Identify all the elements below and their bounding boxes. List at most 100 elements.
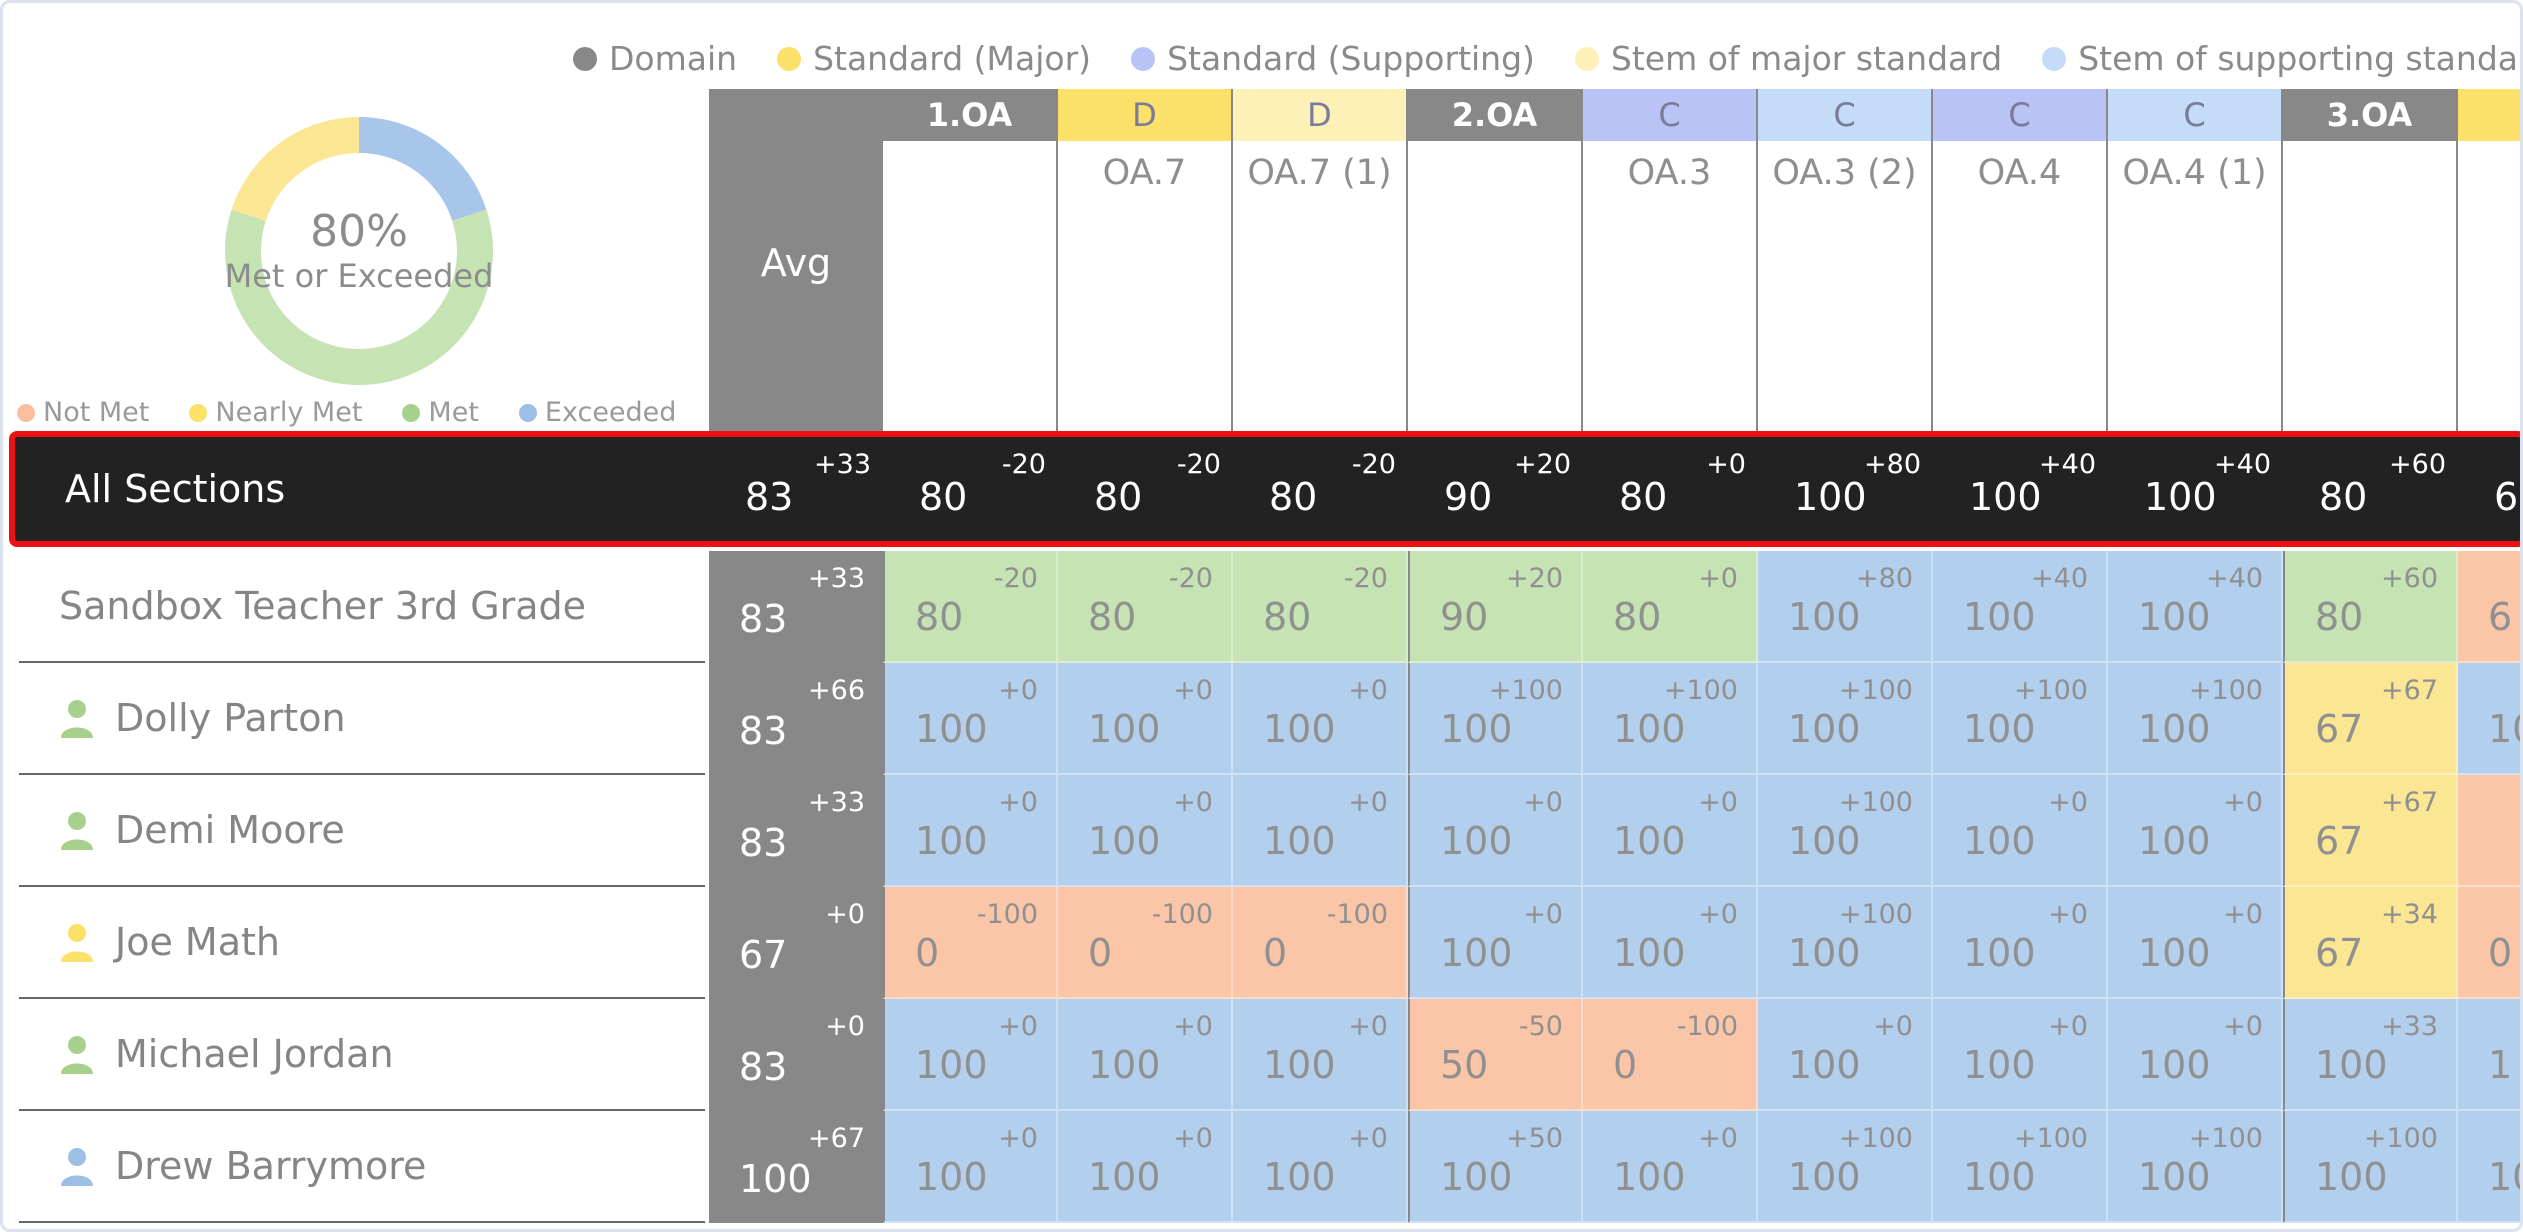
cell-change: +0 bbox=[1348, 787, 1388, 818]
score-cell[interactable]: 100 +0 bbox=[1583, 1111, 1758, 1223]
student-row-label[interactable]: Michael Jordan bbox=[19, 999, 705, 1111]
score-cell[interactable]: 100 +100 bbox=[1758, 1111, 1933, 1223]
all-sections-score-cell[interactable]: 80 -20 bbox=[1239, 437, 1414, 541]
score-cell[interactable]: 100 +33 bbox=[2283, 999, 2458, 1111]
score-cell[interactable]: 100 +100 bbox=[2108, 1111, 2283, 1223]
score-cell[interactable]: 0 -100 bbox=[1583, 999, 1758, 1111]
all-sections-score-cell[interactable]: 80 +0 bbox=[1589, 437, 1764, 541]
score-cell[interactable]: 100 +0 bbox=[1058, 1111, 1233, 1223]
score-cell[interactable]: 100 +0 bbox=[1933, 775, 2108, 887]
all-sections-score-cell[interactable]: 80 -20 bbox=[889, 437, 1064, 541]
score-cell[interactable]: 100 +0 bbox=[1233, 663, 1408, 775]
score-cell[interactable]: 100 +40 bbox=[1933, 551, 2108, 663]
score-cell[interactable]: 0 -100 bbox=[1058, 887, 1233, 999]
score-cell[interactable]: 100 +100 bbox=[1933, 1111, 2108, 1223]
avg-column-header[interactable]: Avg bbox=[709, 89, 883, 436]
score-cell[interactable]: 100 +0 bbox=[1583, 775, 1758, 887]
score-cell[interactable]: 100 +100 bbox=[1758, 887, 1933, 999]
cell-change: +33 bbox=[808, 563, 865, 594]
all-sections-score-cell[interactable]: 6 bbox=[2464, 437, 2520, 541]
standard-column-header[interactable]: C OA.3 bbox=[1583, 89, 1758, 436]
row-avg-cell[interactable]: 83 +33 bbox=[709, 775, 883, 887]
score-cell[interactable]: 100 +0 bbox=[2108, 775, 2283, 887]
score-cell[interactable] bbox=[2458, 775, 2520, 887]
score-cell[interactable]: 100 +0 bbox=[1233, 999, 1408, 1111]
score-cell[interactable]: 50 -50 bbox=[1408, 999, 1583, 1111]
score-cell[interactable]: 0 bbox=[2458, 887, 2520, 999]
standard-column-header[interactable]: 1.OA bbox=[883, 89, 1058, 436]
score-cell[interactable]: 100 +0 bbox=[1058, 775, 1233, 887]
score-cell[interactable]: 0 -100 bbox=[1233, 887, 1408, 999]
score-cell[interactable]: 0 -100 bbox=[883, 887, 1058, 999]
score-cell[interactable]: 80 +60 bbox=[2283, 551, 2458, 663]
score-cell[interactable]: 100 +0 bbox=[883, 663, 1058, 775]
score-cell[interactable]: 100 +80 bbox=[1758, 551, 1933, 663]
score-cell[interactable]: 10 bbox=[2458, 1111, 2520, 1223]
score-cell[interactable]: 100 +0 bbox=[1058, 663, 1233, 775]
standard-column-header[interactable]: C bbox=[2458, 89, 2520, 436]
student-row-label[interactable]: Demi Moore bbox=[19, 775, 705, 887]
standard-column-header[interactable]: C OA.3 (2) bbox=[1758, 89, 1933, 436]
standard-column-header[interactable]: D OA.7 bbox=[1058, 89, 1233, 436]
score-cell[interactable]: 100 +100 bbox=[1758, 775, 1933, 887]
donut-legend-dot-icon bbox=[189, 403, 208, 422]
all-sections-score-cell[interactable]: 90 +20 bbox=[1414, 437, 1589, 541]
standard-column-header[interactable]: D OA.7 (1) bbox=[1233, 89, 1408, 436]
row-avg-cell[interactable]: 83 +0 bbox=[709, 999, 883, 1111]
student-row-label[interactable]: Joe Math bbox=[19, 887, 705, 999]
score-cell[interactable]: 100 +100 bbox=[1933, 663, 2108, 775]
row-avg-cell[interactable]: 100 +67 bbox=[709, 1111, 883, 1223]
standard-column-header[interactable]: 2.OA bbox=[1408, 89, 1583, 436]
score-cell[interactable]: 67 +67 bbox=[2283, 663, 2458, 775]
all-sections-score-cell[interactable]: 100 +80 bbox=[1764, 437, 1939, 541]
score-cell[interactable]: 100 +50 bbox=[1408, 1111, 1583, 1223]
score-cell[interactable]: 100 +0 bbox=[1933, 999, 2108, 1111]
all-sections-score-cell[interactable]: 80 +60 bbox=[2289, 437, 2464, 541]
standard-column-header[interactable]: C OA.4 bbox=[1933, 89, 2108, 436]
score-cell[interactable]: 100 +100 bbox=[1583, 663, 1758, 775]
score-cell[interactable]: 100 +100 bbox=[1758, 663, 1933, 775]
cell-score: 100 bbox=[1440, 819, 1513, 863]
score-cell[interactable]: 90 +20 bbox=[1408, 551, 1583, 663]
score-cell[interactable]: 100 +0 bbox=[883, 1111, 1058, 1223]
all-sections-score-cell[interactable]: 80 -20 bbox=[1064, 437, 1239, 541]
all-sections-row[interactable]: All Sections 83 +33 80 -20 80 -20 80 -20 90 +20 80… bbox=[9, 431, 2520, 547]
score-cell[interactable]: 100 +0 bbox=[1583, 887, 1758, 999]
score-cell[interactable]: 100 +0 bbox=[1233, 775, 1408, 887]
standard-column-header[interactable]: 3.OA bbox=[2283, 89, 2458, 436]
score-cell[interactable]: 6 bbox=[2458, 551, 2520, 663]
score-cell[interactable]: 100 +0 bbox=[1058, 999, 1233, 1111]
student-row-label[interactable]: Drew Barrymore bbox=[19, 1111, 705, 1223]
score-cell[interactable]: 100 +100 bbox=[2283, 1111, 2458, 1223]
score-cell[interactable]: 67 +67 bbox=[2283, 775, 2458, 887]
score-cell[interactable]: 100 +0 bbox=[883, 775, 1058, 887]
row-avg-cell[interactable]: 83 +33 bbox=[709, 551, 883, 663]
score-cell[interactable]: 80 -20 bbox=[883, 551, 1058, 663]
score-cell[interactable]: 100 +0 bbox=[1933, 887, 2108, 999]
row-avg-cell[interactable]: 67 +0 bbox=[709, 887, 883, 999]
score-cell[interactable]: 100 +0 bbox=[1758, 999, 1933, 1111]
score-cell[interactable]: 100 +0 bbox=[1233, 1111, 1408, 1223]
section-row-label[interactable]: Sandbox Teacher 3rd Grade bbox=[19, 551, 705, 663]
score-cell[interactable]: 80 -20 bbox=[1233, 551, 1408, 663]
score-cell[interactable]: 1 bbox=[2458, 999, 2520, 1111]
score-cell[interactable]: 100 +100 bbox=[2108, 663, 2283, 775]
standard-column-header[interactable]: C OA.4 (1) bbox=[2108, 89, 2283, 436]
cell-change: +0 bbox=[2048, 1011, 2088, 1042]
all-sections-avg-cell[interactable]: 83 +33 bbox=[715, 437, 889, 541]
all-sections-score-cell[interactable]: 100 +40 bbox=[1939, 437, 2114, 541]
score-cell[interactable]: 100 +0 bbox=[1408, 775, 1583, 887]
all-sections-score-cell[interactable]: 100 +40 bbox=[2114, 437, 2289, 541]
score-cell[interactable]: 100 +0 bbox=[2108, 999, 2283, 1111]
row-avg-cell[interactable]: 83 +66 bbox=[709, 663, 883, 775]
score-cell[interactable]: 80 +0 bbox=[1583, 551, 1758, 663]
score-cell[interactable]: 100 +100 bbox=[1408, 663, 1583, 775]
score-cell[interactable]: 100 +40 bbox=[2108, 551, 2283, 663]
score-cell[interactable]: 100 +0 bbox=[883, 999, 1058, 1111]
score-cell[interactable]: 100 +0 bbox=[1408, 887, 1583, 999]
student-row-label[interactable]: Dolly Parton bbox=[19, 663, 705, 775]
score-cell[interactable]: 100 +0 bbox=[2108, 887, 2283, 999]
score-cell[interactable]: 67 +34 bbox=[2283, 887, 2458, 999]
score-cell[interactable]: 80 -20 bbox=[1058, 551, 1233, 663]
score-cell[interactable]: 10 bbox=[2458, 663, 2520, 775]
